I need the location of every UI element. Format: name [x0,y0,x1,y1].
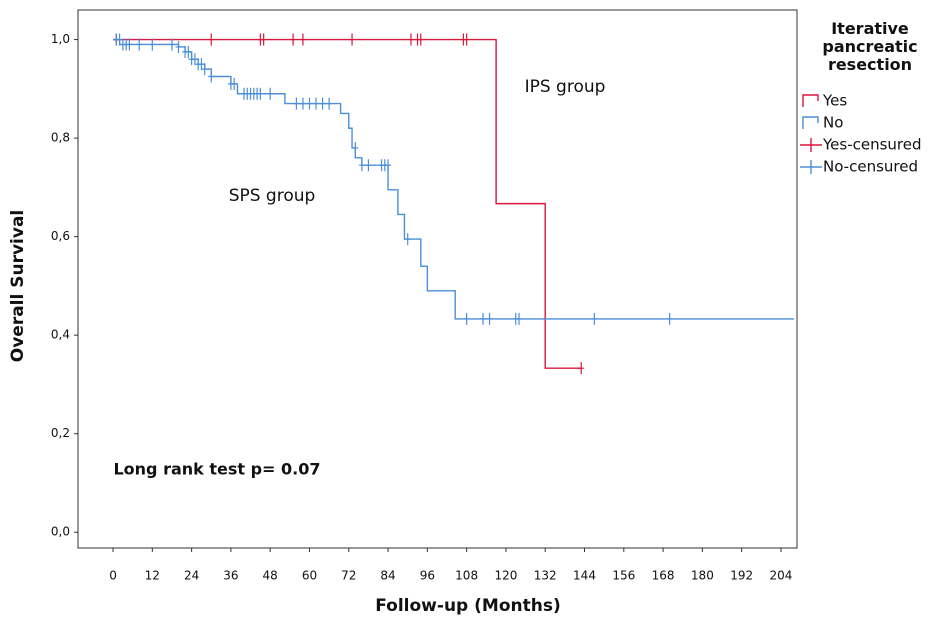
legend-swatch [800,138,822,152]
censor-mark [486,312,493,325]
censor-mark [260,33,267,46]
censor-mark [257,87,264,100]
legend-label: Yes [822,92,847,110]
censor-mark [267,87,274,100]
x-tick-label: 156 [612,569,635,583]
censor-mark [149,38,156,51]
x-tick-label: 108 [455,569,478,583]
censor-mark [290,33,297,46]
censor-mark [299,97,306,110]
x-tick-label: 204 [770,569,793,583]
censor-mark [666,312,673,325]
x-tick-label: 132 [534,569,557,583]
censor-mark [313,97,320,110]
survival-curve [113,38,795,320]
censor-mark [591,312,598,325]
x-tick-label: 60 [302,569,317,583]
censor-mark [175,40,182,53]
y-tick-label: 1,0 [51,32,70,46]
censor-mark [358,159,365,172]
x-tick-label: 12 [145,569,160,583]
censor-mark [578,362,585,375]
censor-mark [404,233,411,246]
x-tick-label: 192 [730,569,753,583]
x-tick-label: 0 [109,569,117,583]
x-tick-label: 48 [263,569,278,583]
y-axis-label: Overall Survival [8,210,28,363]
legend-label: No-censured [823,158,918,176]
legend-label: No [823,114,843,132]
censor-mark [299,33,306,46]
censor-mark [198,58,205,71]
censor-mark [516,312,523,325]
censor-mark [116,33,123,46]
censor-mark [319,97,326,110]
annotation: IPS group [525,77,606,97]
annotation: SPS group [229,186,316,206]
censor-mark [208,70,215,83]
censor-mark [231,77,238,90]
x-tick-label: 84 [380,569,395,583]
censor-mark [349,33,356,46]
censor-mark [185,45,192,58]
legend-title: Iterative pancreatic resection [822,19,918,74]
censor-mark [168,38,175,51]
y-tick-label: 0,2 [51,426,70,440]
censor-mark [326,97,333,110]
y-tick-label: 0,8 [51,131,70,145]
censor-mark [126,38,133,51]
censor-mark [201,63,208,76]
censor-mark [463,312,470,325]
censor-mark [352,141,359,154]
censor-mark [136,38,143,51]
x-tick-label: 168 [652,569,675,583]
x-tick-label: 120 [494,569,517,583]
censor-mark [365,159,372,172]
annotation: Long rank test p= 0.07 [113,460,320,479]
legend-swatch [802,94,819,107]
x-tick-label: 180 [691,569,714,583]
x-tick-label: 144 [573,569,596,583]
y-tick-label: 0,6 [51,229,70,243]
censor-mark [306,97,313,110]
censor-mark [417,33,424,46]
legend-swatch [800,160,822,174]
censor-mark [480,312,487,325]
censor-mark [407,33,414,46]
y-tick-label: 0,0 [51,525,70,539]
plot-frame [77,9,798,549]
x-tick-label: 72 [341,569,356,583]
x-axis-label: Follow-up (Months) [375,596,560,616]
y-tick-label: 0,4 [51,328,70,342]
x-tick-label: 24 [184,569,199,583]
censor-mark [208,33,215,46]
legend-label: Yes-censured [822,136,922,154]
censor-mark [463,33,470,46]
x-tick-label: 36 [223,569,238,583]
x-tick-label: 96 [420,569,435,583]
legend-swatch [802,116,819,129]
censor-mark [385,159,392,172]
censor-mark [191,53,198,66]
censor-mark [293,97,300,110]
survival-curve [113,38,582,369]
